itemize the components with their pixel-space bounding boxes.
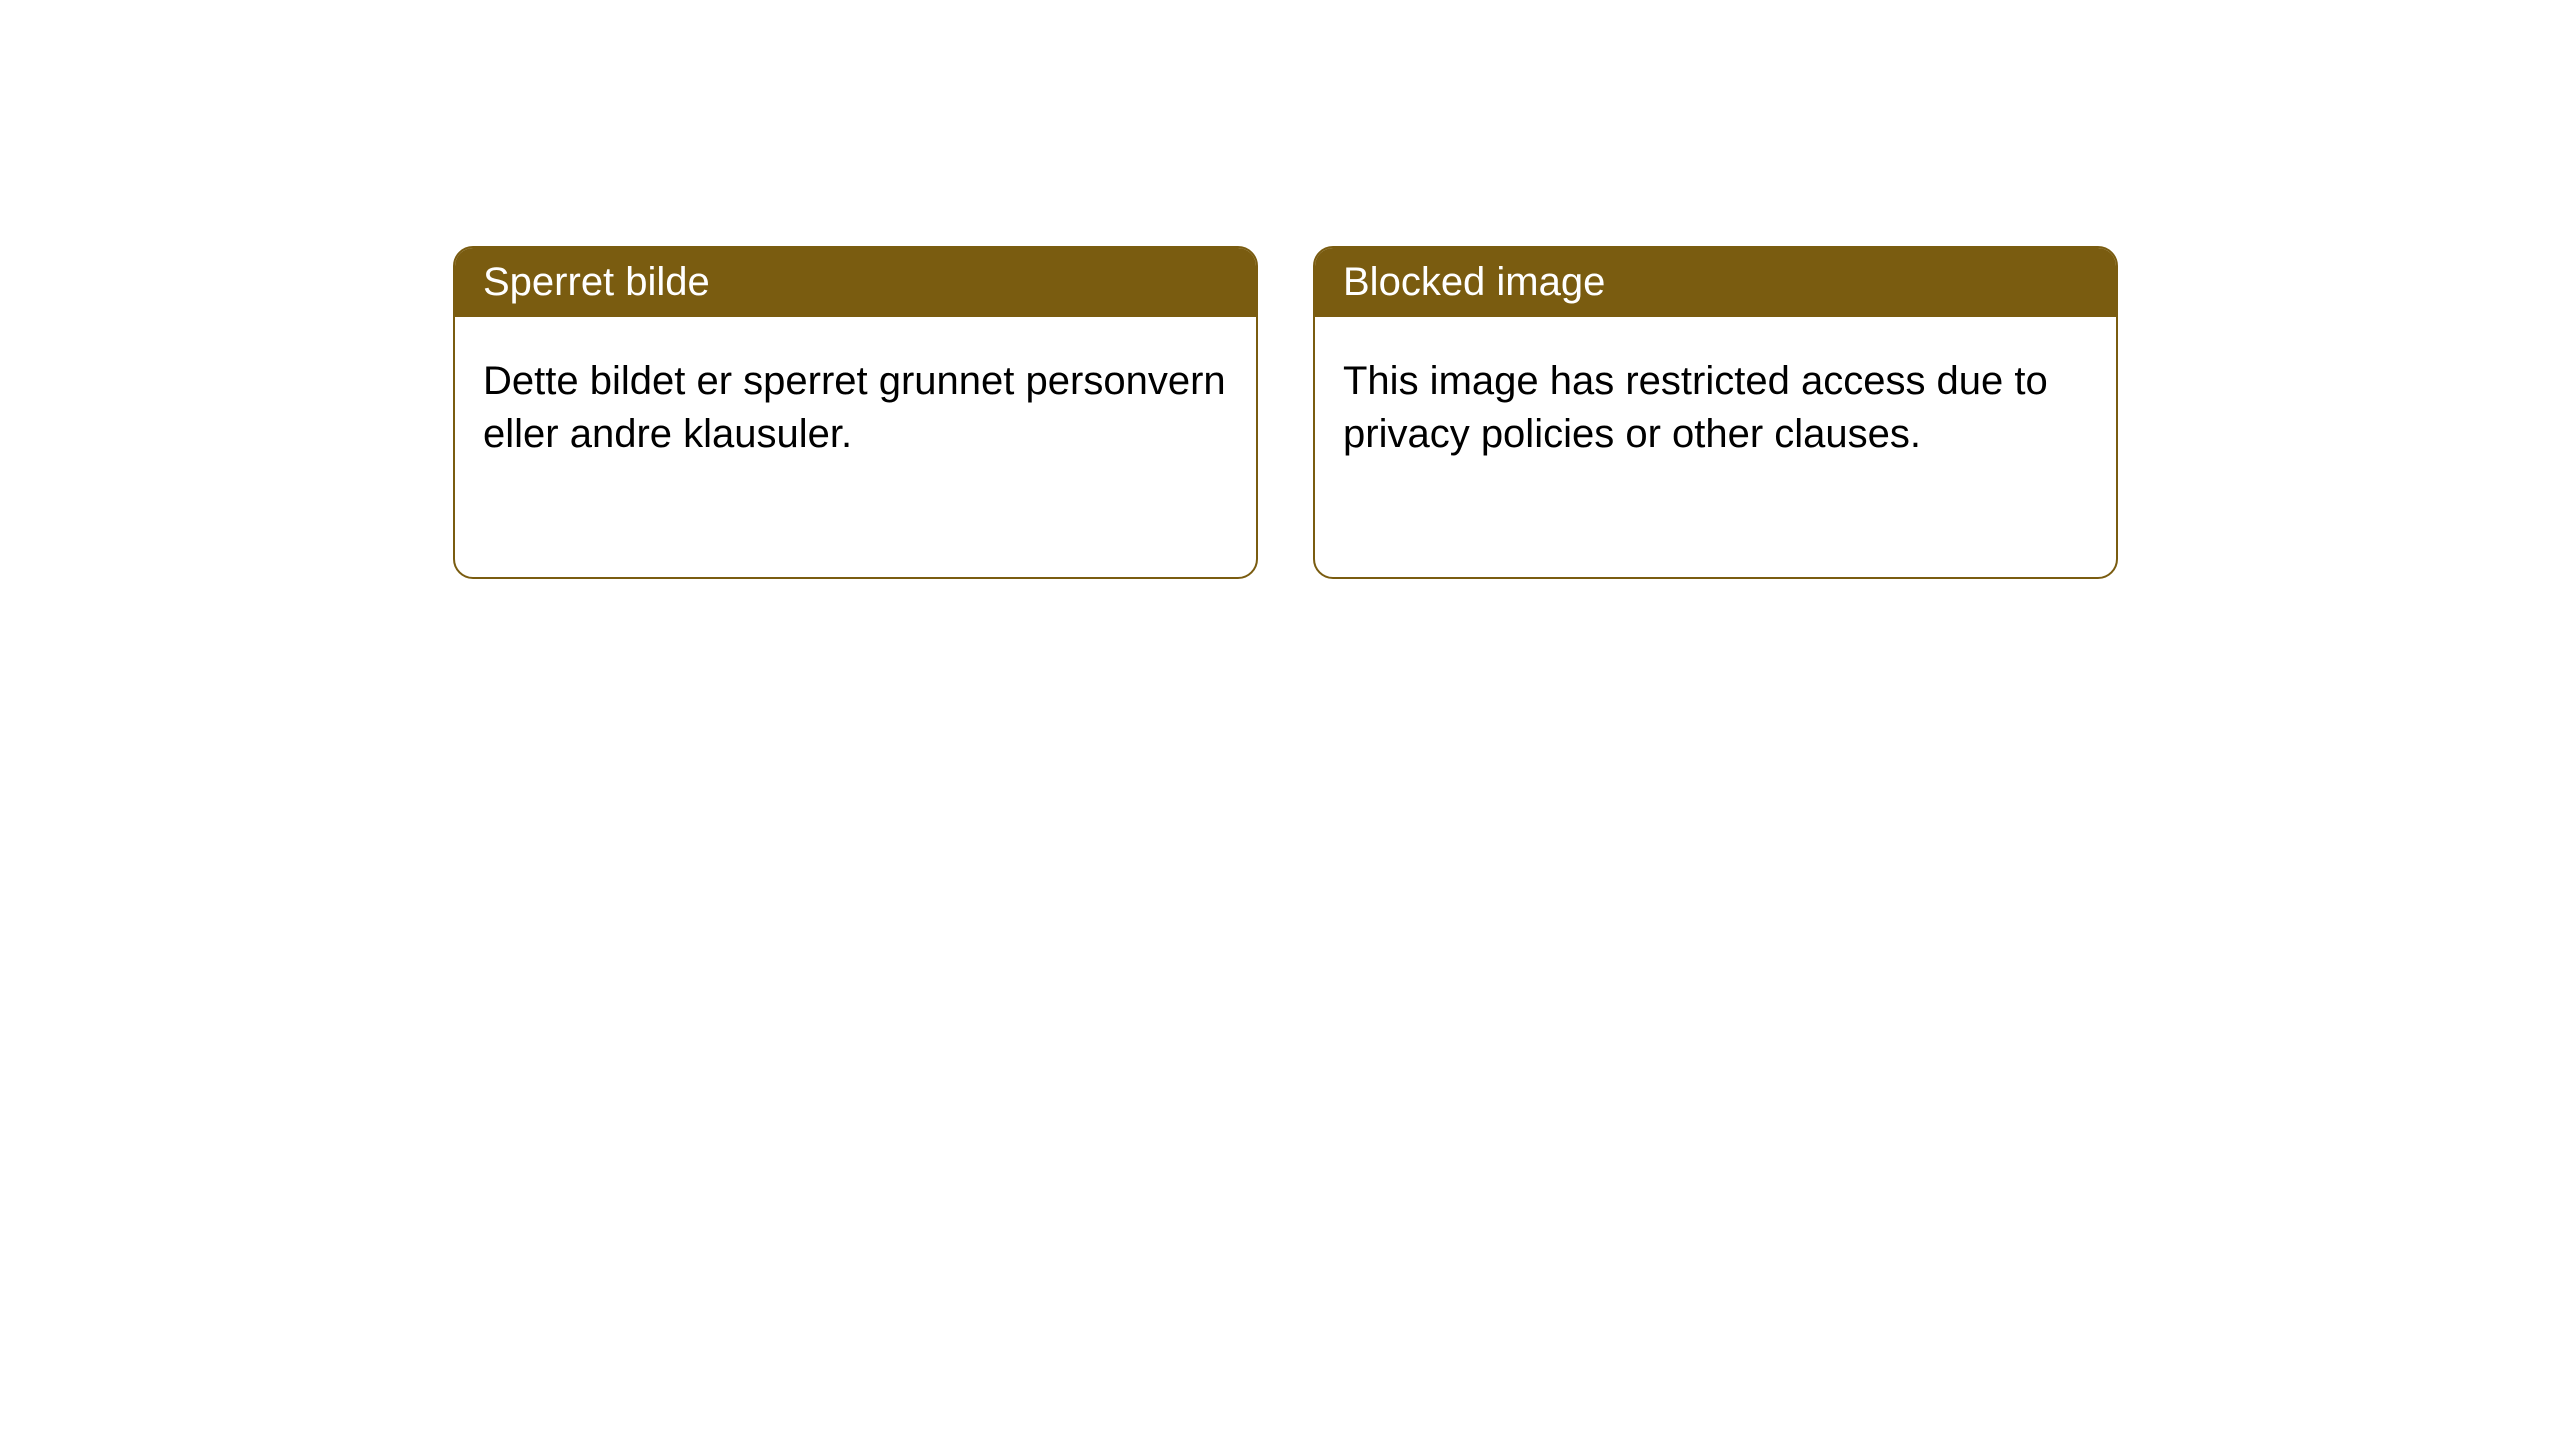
card-header-no: Sperret bilde [455, 248, 1256, 317]
notice-container: Sperret bilde Dette bildet er sperret gr… [0, 0, 2560, 579]
card-body-en: This image has restricted access due to … [1315, 317, 2116, 499]
blocked-image-card-en: Blocked image This image has restricted … [1313, 246, 2118, 579]
card-body-no: Dette bildet er sperret grunnet personve… [455, 317, 1256, 499]
blocked-image-card-no: Sperret bilde Dette bildet er sperret gr… [453, 246, 1258, 579]
card-header-en: Blocked image [1315, 248, 2116, 317]
